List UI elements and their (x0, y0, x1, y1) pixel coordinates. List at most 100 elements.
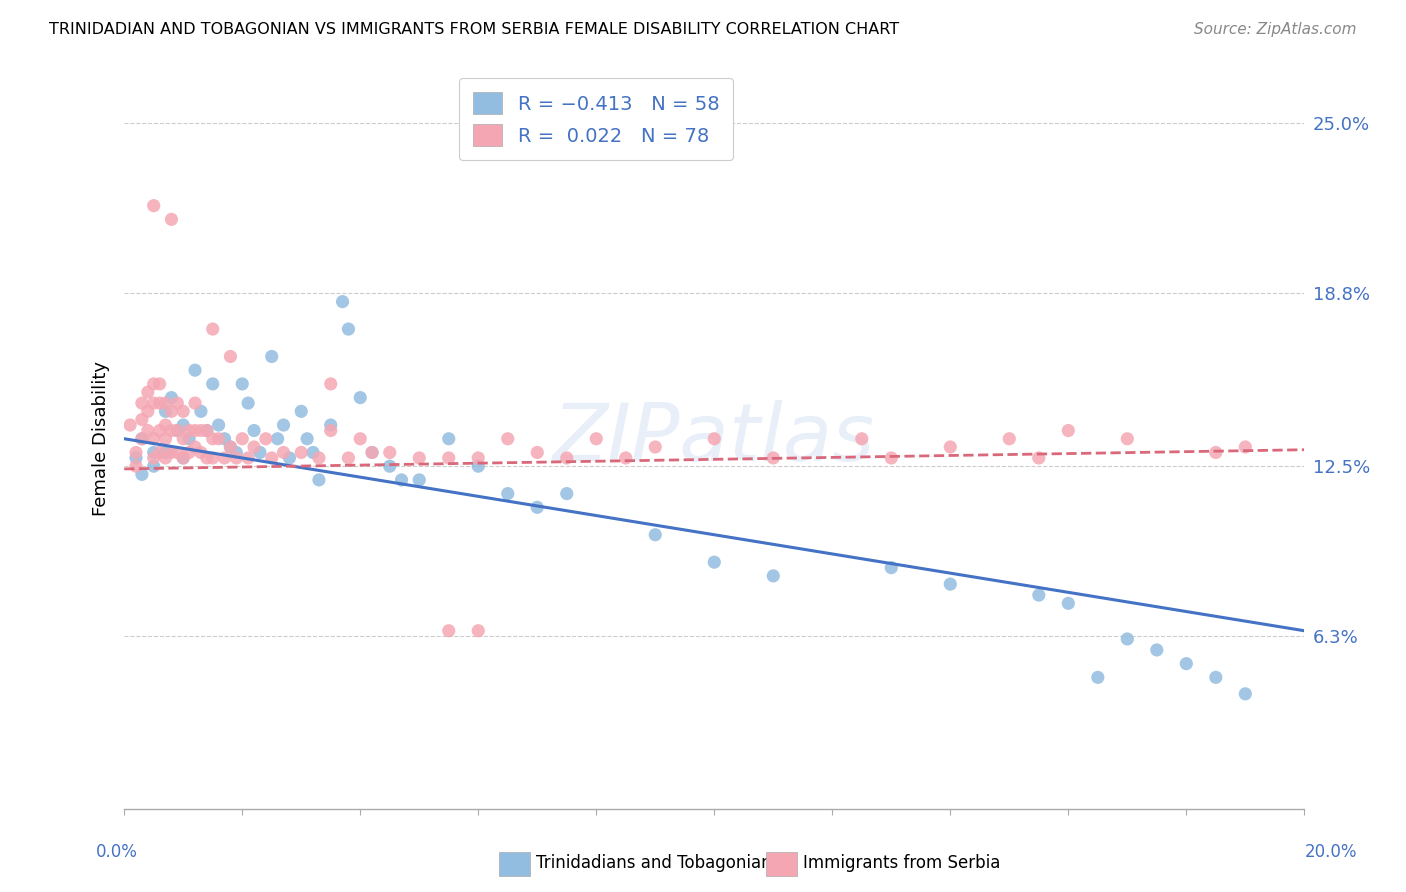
Point (155, 404, 177, 418)
Point (1234, 440, 1257, 454)
Point (136, 404, 159, 418)
Point (190, 404, 212, 418)
Point (160, 445, 183, 459)
Point (880, 560, 903, 574)
Point (762, 450, 785, 465)
Point (437, 624, 460, 638)
Text: Source: ZipAtlas.com: Source: ZipAtlas.com (1194, 22, 1357, 37)
Point (125, 459, 148, 474)
Point (131, 396, 153, 410)
Point (644, 440, 666, 454)
Point (225, 445, 247, 459)
Point (1205, 670, 1227, 684)
Point (361, 445, 384, 459)
Point (125, 450, 148, 465)
Point (555, 486, 578, 500)
Point (249, 445, 271, 459)
Point (155, 396, 177, 410)
Point (172, 450, 194, 465)
Point (207, 418, 229, 433)
Point (762, 569, 785, 583)
Point (166, 396, 188, 410)
Point (614, 450, 637, 465)
Point (437, 450, 460, 465)
Point (225, 450, 247, 465)
Point (260, 450, 283, 465)
Point (319, 424, 342, 438)
Point (166, 424, 188, 438)
Point (149, 376, 172, 391)
Point (378, 445, 401, 459)
Point (437, 432, 460, 446)
Point (254, 432, 277, 446)
Point (273, 445, 295, 459)
Point (1057, 596, 1080, 610)
Point (160, 391, 183, 405)
Point (260, 350, 283, 364)
Point (201, 322, 224, 336)
Point (142, 450, 165, 465)
Point (160, 424, 183, 438)
Point (149, 396, 172, 410)
Point (201, 376, 224, 391)
Point (1028, 588, 1050, 602)
Point (131, 467, 153, 482)
Point (149, 424, 172, 438)
Point (184, 363, 207, 377)
Text: 0.0%: 0.0% (96, 843, 138, 861)
Point (496, 486, 519, 500)
Point (190, 424, 212, 438)
Point (408, 450, 430, 465)
Point (207, 432, 229, 446)
Point (1087, 670, 1109, 684)
Point (201, 432, 224, 446)
Point (1146, 643, 1168, 657)
Point (142, 376, 165, 391)
Point (703, 432, 725, 446)
Point (361, 445, 384, 459)
Point (290, 404, 312, 418)
Point (155, 418, 177, 433)
Point (243, 424, 266, 438)
Point (219, 350, 242, 364)
Point (179, 445, 201, 459)
Point (319, 418, 342, 433)
Point (526, 445, 548, 459)
Point (172, 404, 194, 418)
Point (337, 322, 360, 336)
Point (184, 440, 207, 454)
Point (1234, 687, 1257, 701)
Point (1028, 450, 1050, 465)
Point (295, 432, 318, 446)
Point (195, 424, 218, 438)
Point (219, 440, 242, 454)
Point (555, 450, 578, 465)
Y-axis label: Female Disability: Female Disability (93, 361, 110, 516)
Point (332, 294, 354, 309)
Point (408, 473, 430, 487)
Point (195, 450, 218, 465)
Point (308, 473, 330, 487)
Point (142, 199, 165, 213)
Point (219, 440, 242, 454)
Point (273, 418, 295, 433)
Point (136, 385, 159, 400)
Point (939, 577, 962, 591)
Point (179, 424, 201, 438)
Point (155, 450, 177, 465)
Point (120, 418, 142, 433)
Point (131, 412, 153, 426)
Point (880, 450, 903, 465)
Text: Trinidadians and Tobagonians: Trinidadians and Tobagonians (536, 855, 780, 872)
Point (644, 527, 666, 541)
Point (496, 432, 519, 446)
Point (349, 391, 371, 405)
Point (308, 450, 330, 465)
Point (214, 432, 236, 446)
Point (131, 432, 153, 446)
Text: ZIPatlas: ZIPatlas (553, 400, 876, 478)
Point (998, 432, 1021, 446)
Point (585, 432, 607, 446)
Point (142, 445, 165, 459)
Point (160, 404, 183, 418)
